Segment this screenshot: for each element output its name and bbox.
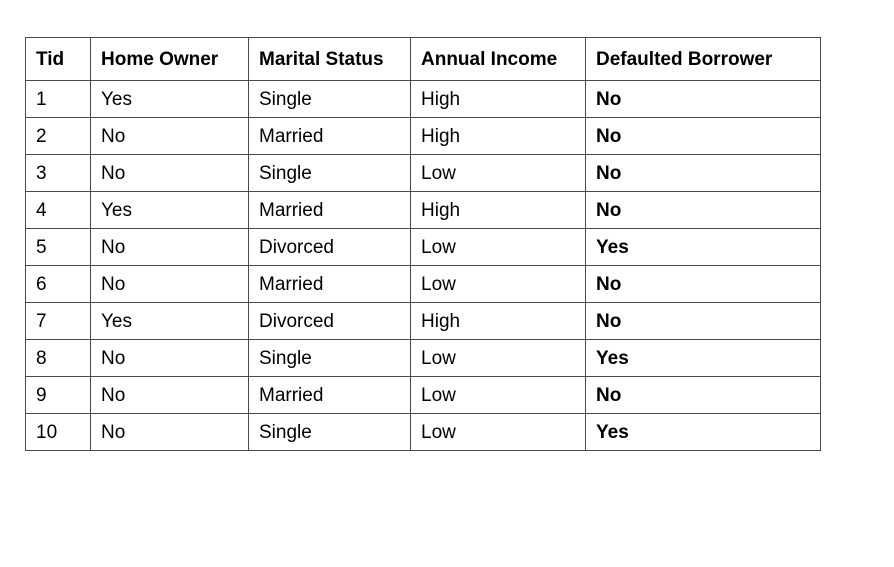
- column-header-marital-status: Marital Status: [248, 37, 411, 81]
- cell-annual-income: High: [410, 80, 586, 118]
- cell-marital-status: Married: [248, 191, 411, 229]
- cell-annual-income: High: [410, 191, 586, 229]
- cell-home-owner: No: [90, 117, 249, 155]
- cell-marital-status: Single: [248, 413, 411, 451]
- table-row: 4 Yes Married High No: [25, 191, 821, 229]
- table-row: 10 No Single Low Yes: [25, 413, 821, 451]
- table-row: 8 No Single Low Yes: [25, 339, 821, 377]
- cell-tid: 5: [25, 228, 91, 266]
- cell-tid: 1: [25, 80, 91, 118]
- cell-home-owner: Yes: [90, 191, 249, 229]
- column-header-home-owner: Home Owner: [90, 37, 249, 81]
- cell-defaulted-borrower: Yes: [585, 339, 821, 377]
- borrower-data-table: Tid Home Owner Marital Status Annual Inc…: [25, 37, 821, 451]
- cell-annual-income: Low: [410, 228, 586, 266]
- cell-marital-status: Single: [248, 339, 411, 377]
- cell-defaulted-borrower: No: [585, 80, 821, 118]
- cell-defaulted-borrower: No: [585, 302, 821, 340]
- cell-tid: 8: [25, 339, 91, 377]
- cell-defaulted-borrower: No: [585, 191, 821, 229]
- cell-marital-status: Married: [248, 376, 411, 414]
- cell-home-owner: Yes: [90, 80, 249, 118]
- cell-annual-income: Low: [410, 339, 586, 377]
- cell-annual-income: Low: [410, 413, 586, 451]
- table-row: 7 Yes Divorced High No: [25, 302, 821, 340]
- cell-defaulted-borrower: No: [585, 154, 821, 192]
- cell-home-owner: Yes: [90, 302, 249, 340]
- cell-annual-income: High: [410, 117, 586, 155]
- cell-defaulted-borrower: No: [585, 376, 821, 414]
- cell-marital-status: Single: [248, 154, 411, 192]
- cell-tid: 3: [25, 154, 91, 192]
- cell-home-owner: No: [90, 265, 249, 303]
- cell-marital-status: Divorced: [248, 228, 411, 266]
- cell-annual-income: Low: [410, 154, 586, 192]
- cell-defaulted-borrower: No: [585, 265, 821, 303]
- cell-annual-income: Low: [410, 376, 586, 414]
- cell-defaulted-borrower: Yes: [585, 413, 821, 451]
- cell-home-owner: No: [90, 376, 249, 414]
- cell-marital-status: Married: [248, 265, 411, 303]
- cell-annual-income: Low: [410, 265, 586, 303]
- cell-tid: 2: [25, 117, 91, 155]
- cell-home-owner: No: [90, 339, 249, 377]
- cell-home-owner: No: [90, 413, 249, 451]
- cell-tid: 9: [25, 376, 91, 414]
- table-row: 9 No Married Low No: [25, 376, 821, 414]
- column-header-annual-income: Annual Income: [410, 37, 586, 81]
- cell-marital-status: Divorced: [248, 302, 411, 340]
- cell-defaulted-borrower: No: [585, 117, 821, 155]
- cell-tid: 10: [25, 413, 91, 451]
- cell-marital-status: Married: [248, 117, 411, 155]
- column-header-tid: Tid: [25, 37, 91, 81]
- cell-home-owner: No: [90, 228, 249, 266]
- cell-home-owner: No: [90, 154, 249, 192]
- table-row: 6 No Married Low No: [25, 265, 821, 303]
- column-header-defaulted-borrower: Defaulted Borrower: [585, 37, 821, 81]
- cell-tid: 4: [25, 191, 91, 229]
- cell-tid: 7: [25, 302, 91, 340]
- table-header-row: Tid Home Owner Marital Status Annual Inc…: [25, 37, 821, 81]
- cell-annual-income: High: [410, 302, 586, 340]
- table-row: 1 Yes Single High No: [25, 80, 821, 118]
- cell-tid: 6: [25, 265, 91, 303]
- table-row: 5 No Divorced Low Yes: [25, 228, 821, 266]
- cell-defaulted-borrower: Yes: [585, 228, 821, 266]
- table-row: 2 No Married High No: [25, 117, 821, 155]
- table-row: 3 No Single Low No: [25, 154, 821, 192]
- cell-marital-status: Single: [248, 80, 411, 118]
